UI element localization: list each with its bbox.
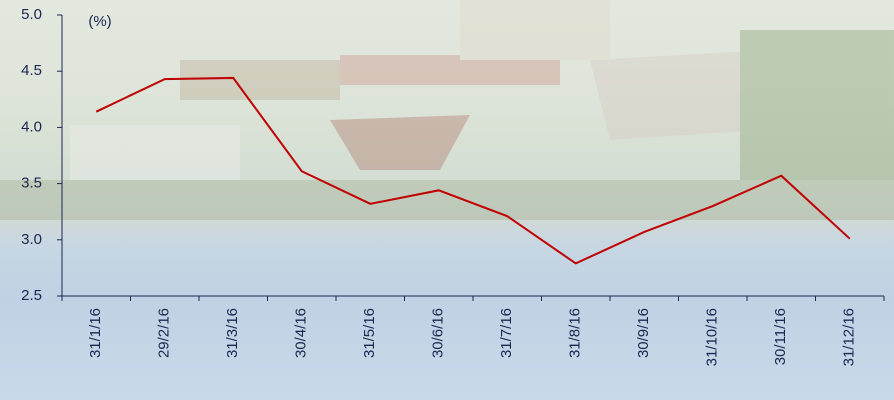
x-tick-label: 30/4/16 bbox=[293, 308, 310, 358]
y-tick-label: 5.0 bbox=[21, 6, 42, 23]
x-tick-label: 31/7/16 bbox=[498, 308, 515, 358]
page: (%) 2.5 3.0 3.5 4.0 4.5 5.0 31/1/16 29/2/16 31/3… bbox=[0, 0, 894, 400]
x-tick-label: 31/1/16 bbox=[87, 308, 104, 358]
x-tick-label: 30/9/16 bbox=[635, 308, 652, 358]
y-axis-label: (%) bbox=[88, 13, 111, 30]
x-tick-label: 30/11/16 bbox=[772, 308, 789, 365]
x-tick-label: 31/3/16 bbox=[224, 308, 241, 358]
background-scene bbox=[0, 0, 894, 220]
x-tick-label: 31/8/16 bbox=[567, 308, 584, 358]
y-tick-label: 3.0 bbox=[21, 231, 42, 248]
y-tick-label: 3.5 bbox=[21, 175, 42, 192]
x-tick-label: 31/12/16 bbox=[841, 308, 858, 366]
chart: (%) 2.5 3.0 3.5 4.0 4.5 5.0 31/1/16 29/2/16 31/3… bbox=[0, 0, 894, 400]
y-tick-label: 2.5 bbox=[21, 287, 42, 304]
x-tick-label: 29/2/16 bbox=[156, 308, 173, 358]
y-tick-label: 4.0 bbox=[21, 118, 42, 135]
x-tick-label: 31/5/16 bbox=[361, 308, 378, 358]
x-tick-label: 30/6/16 bbox=[430, 308, 447, 358]
x-tick-label: 31/10/16 bbox=[704, 308, 721, 366]
y-tick-label: 4.5 bbox=[21, 62, 42, 79]
